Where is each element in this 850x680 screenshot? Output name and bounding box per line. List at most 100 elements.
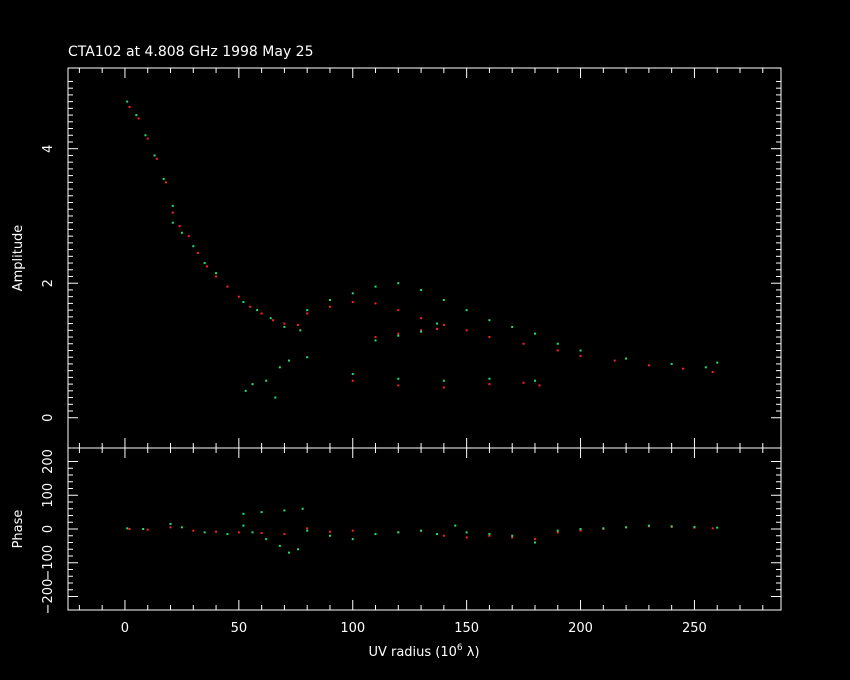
amp-point-red: [146, 137, 149, 140]
amp-point-red: [205, 265, 208, 268]
amp-point-green: [533, 332, 536, 335]
phase-point-green: [374, 533, 377, 536]
phase-point-green: [251, 531, 254, 534]
amp-point-green: [242, 301, 245, 304]
amp-point-green: [670, 362, 673, 365]
amp-point-green: [704, 366, 707, 369]
x-tick-label: 100: [340, 621, 365, 636]
phase-point-green: [260, 511, 263, 514]
amp-point-red: [374, 336, 377, 339]
phase-point-green: [242, 512, 245, 515]
amp-point-green: [351, 292, 354, 295]
phase-y-tick-label: 100: [41, 483, 56, 508]
amp-point-green: [442, 379, 445, 382]
phase-point-red: [556, 531, 559, 534]
amplitude-axis-label: Amplitude: [11, 225, 26, 292]
amp-point-red: [682, 367, 685, 370]
phase-point-green: [625, 526, 628, 529]
phase-y-tick-label: −100: [41, 545, 56, 581]
phase-point-red: [711, 527, 714, 530]
phase-point-green: [180, 526, 183, 529]
phase-point-green: [670, 525, 673, 528]
x-tick-label: 250: [682, 621, 707, 636]
phase-point-green: [306, 529, 309, 532]
phase-y-tick-label: 0: [41, 525, 56, 533]
amp-point-green: [269, 317, 272, 320]
phase-point-green: [602, 527, 605, 530]
chart-title: CTA102 at 4.808 GHz 1998 May 25: [68, 44, 314, 60]
phase-point-green: [488, 533, 491, 536]
phase-point-green: [203, 531, 206, 534]
amp-point-green: [299, 329, 302, 332]
phase-point-green: [511, 534, 514, 537]
phase-point-green: [716, 526, 719, 529]
amp-point-red: [155, 157, 158, 160]
amp-point-green: [625, 357, 628, 360]
phase-frame: [67, 447, 782, 611]
phase-point-red: [533, 538, 536, 541]
phase-point-red: [511, 536, 514, 539]
amp-point-red: [351, 301, 354, 304]
phase-panel: −200−100 0 100 200 0 50 100 150 200 250 Phase: [11, 447, 782, 636]
amp-point-green: [436, 322, 439, 325]
amp-point-red: [328, 305, 331, 308]
amp-point-green: [716, 361, 719, 364]
amp-point-green: [274, 396, 277, 399]
phase-point-red: [465, 536, 468, 539]
amp-point-green: [126, 100, 129, 103]
amp-point-red: [137, 117, 140, 120]
phase-point-red: [283, 533, 286, 536]
amp-point-green: [203, 262, 206, 265]
phase-point-green: [301, 507, 304, 510]
amp-point-green: [374, 285, 377, 288]
amp-point-red: [178, 225, 181, 228]
amp-point-green: [306, 356, 309, 359]
phase-point-green: [142, 528, 145, 530]
amp-point-green: [256, 309, 259, 312]
amp-point-red: [260, 312, 263, 315]
phase-point-green: [454, 524, 457, 527]
amp-point-green: [397, 282, 400, 285]
x-tick-label: 150: [454, 621, 479, 636]
amp-point-red: [436, 327, 439, 330]
amp-point-green: [153, 154, 156, 157]
phase-point-red: [260, 532, 263, 535]
phase-y-tick-label: 200: [41, 449, 56, 474]
amp-point-red: [164, 181, 167, 184]
x-tick-label: 0: [121, 621, 129, 636]
amp-point-green: [465, 309, 468, 312]
amp-point-green: [442, 299, 445, 302]
amp-point-green: [579, 349, 582, 352]
amp-point-red: [538, 384, 541, 387]
phase-point-green: [287, 551, 290, 554]
amp-point-red: [420, 329, 423, 332]
amp-point-green: [171, 221, 174, 224]
phase-point-green: [647, 524, 650, 527]
amp-point-green: [171, 204, 174, 207]
amp-point-green: [488, 319, 491, 322]
phase-point-green: [693, 525, 696, 528]
phase-point-red: [215, 530, 218, 533]
amp-point-red: [237, 295, 240, 298]
amp-point-green: [533, 379, 536, 382]
amp-point-green: [287, 359, 290, 362]
amp-point-green: [328, 299, 331, 302]
amp-point-red: [420, 317, 423, 320]
amp-point-green: [511, 325, 514, 328]
phase-point-green: [436, 533, 439, 536]
amp-point-red: [374, 302, 377, 305]
phase-ticks: −200−100 0 100 200 0 50 100 150 200 250: [41, 448, 781, 636]
phase-point-red: [579, 529, 582, 532]
phase-point-red: [351, 529, 354, 532]
phase-point-green: [579, 528, 582, 530]
x-tick-label: 200: [568, 621, 593, 636]
phase-point-green: [242, 524, 245, 527]
x-tick-label: 50: [231, 621, 248, 636]
phase-point-green: [169, 522, 172, 525]
amplitude-panel: 0 2 4 Amplitude: [11, 67, 782, 449]
phase-point-red: [306, 527, 309, 530]
amp-point-green: [265, 379, 268, 382]
phase-axis-label: Phase: [11, 510, 26, 549]
amp-point-red: [297, 323, 300, 326]
x-axis-label-exponent: 6: [457, 643, 463, 653]
